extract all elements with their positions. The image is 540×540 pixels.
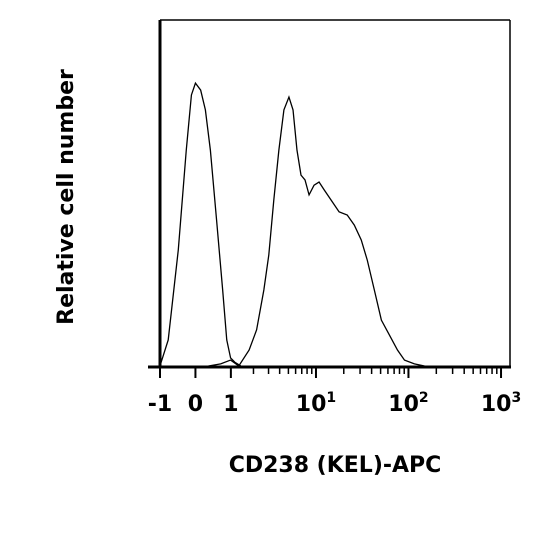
x-tick-label: 103 (481, 390, 521, 417)
x-tick-label-exponent: 2 (419, 390, 429, 406)
x-tick-label: -1 (148, 392, 172, 417)
x-tick-label: 0 (188, 392, 203, 417)
x-tick-label-text: 1 (223, 392, 238, 417)
x-tick-label: 102 (388, 390, 428, 417)
x-tick-label-exponent: 3 (511, 390, 521, 406)
x-tick-label-text: 10 (388, 392, 419, 417)
histogram-curve (208, 95, 425, 367)
x-axis-label: CD238 (KEL)-APC (229, 453, 442, 478)
x-tick-label: 101 (296, 390, 336, 417)
y-axis-label: Relative cell number (54, 69, 79, 325)
x-tick-label-text: -1 (148, 392, 172, 417)
x-tick-label-text: 10 (296, 392, 327, 417)
x-tick-label-text: 10 (481, 392, 512, 417)
histogram-curve (159, 81, 242, 367)
x-tick-label: 1 (223, 392, 238, 417)
x-tick-label-exponent: 1 (326, 390, 336, 406)
x-tick-label-text: 0 (188, 392, 203, 417)
